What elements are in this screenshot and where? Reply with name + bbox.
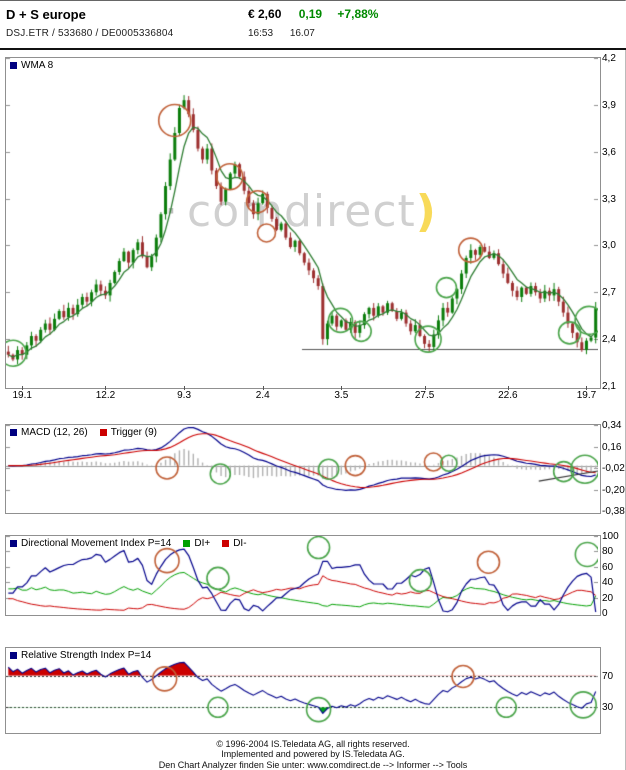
x-tick-label: 9.3 [177, 390, 192, 401]
legend-di-minus-label: DI- [233, 538, 247, 549]
x-tick-label: 19.1 [12, 390, 32, 401]
macd-swatch-icon [10, 429, 17, 436]
price-x-axis: 19.1 12.2 9.3 2.4 3.5 27.5 22.6 19.7 [6, 386, 598, 402]
x-tick-mark [22, 386, 24, 390]
x-tick-mark [341, 386, 343, 390]
chart-footer: © 1996-2004 IS.Teledata AG, all rights r… [0, 739, 626, 770]
y-tick-label: 3,3 [602, 193, 616, 205]
analyzer-hint-line: Den Chart Analyzer finden Sie unter: www… [158, 759, 468, 770]
legend-macd-label: MACD (12, 26) [21, 427, 88, 438]
dmi-y-axis: 100 80 60 40 20 0 [602, 531, 626, 619]
legend-di-minus: DI- [222, 538, 247, 549]
dmi-panel: Directional Movement Index P=14 DI+ DI- [5, 535, 601, 616]
wma8-swatch-icon [10, 62, 17, 69]
quote-time-row: 16:53 16.07 [248, 28, 315, 39]
y-tick-label: 2,1 [602, 381, 616, 392]
x-tick-label: 27.5 [414, 390, 435, 401]
price-chart-canvas [6, 58, 598, 386]
price-chart-panel: ·comdirect) WMA 8 [5, 57, 601, 389]
legend-wma8: WMA 8 [10, 60, 53, 71]
legend-trigger: Trigger (9) [99, 427, 157, 438]
powered-by-line: Implemented and powered by IS.Teledata A… [221, 749, 405, 760]
legend-dmi-label: Directional Movement Index P=14 [21, 538, 172, 549]
rsi-legend: Relative Strength Index P=14 [10, 650, 163, 661]
change-absolute: 0,19 [298, 7, 323, 21]
y-tick-label: 0 [602, 608, 608, 619]
y-tick-label: 0,16 [602, 441, 622, 453]
y-tick-label: -0,20 [602, 484, 625, 496]
y-tick-label: 70 [602, 670, 614, 682]
legend-rsi-label: Relative Strength Index P=14 [21, 650, 152, 661]
trigger-swatch-icon [99, 429, 107, 436]
di-plus-swatch-icon [183, 540, 191, 547]
y-tick-label: 30 [602, 702, 614, 714]
y-tick-label: 0,34 [602, 420, 622, 431]
y-tick-label: 2,7 [602, 287, 616, 299]
instrument-identifiers: DSJ.ETR / 533680 / DE0005336804 [6, 28, 174, 39]
price-row: € 2,60 0,19 +7,88% [248, 7, 378, 21]
legend-macd: MACD (12, 26) [10, 427, 88, 438]
instrument-name: D + S europe [6, 7, 86, 22]
rsi-y-axis: 70 30 [602, 648, 626, 731]
quote-header: D + S europe DSJ.ETR / 533680 / DE000533… [0, 1, 626, 50]
y-tick-label: 80 [602, 546, 614, 558]
x-tick-mark [424, 386, 426, 390]
y-tick-label: 3,9 [602, 99, 616, 111]
dmi-swatch-icon [10, 540, 17, 547]
x-tick-mark [184, 386, 186, 390]
x-tick-mark [105, 386, 107, 390]
legend-di-plus-label: DI+ [194, 538, 211, 549]
y-tick-label: -0,38 [602, 506, 625, 517]
x-tick-mark [262, 386, 264, 390]
x-tick-mark [586, 386, 588, 390]
y-tick-label: 3,6 [602, 146, 616, 158]
macd-y-axis: 0,34 0,16 -0,02 -0,20 -0,38 [602, 420, 626, 517]
quote-date: 16.07 [289, 28, 315, 39]
macd-canvas [6, 425, 598, 511]
x-tick-label: 3.5 [334, 390, 349, 401]
macd-legend: MACD (12, 26) Trigger (9) [10, 427, 169, 438]
copyright-line: © 1996-2004 IS.Teledata AG, all rights r… [216, 739, 410, 749]
x-tick-label: 22.6 [498, 390, 518, 401]
change-percent: +7,88% [337, 7, 379, 21]
last-price: € 2,60 [248, 7, 282, 21]
y-tick-label: 2,4 [602, 334, 616, 346]
y-tick-label: 20 [602, 592, 614, 604]
legend-trigger-label: Trigger (9) [110, 427, 157, 438]
x-tick-label: 19.7 [576, 390, 597, 401]
legend-di-plus: DI+ [183, 538, 210, 549]
dmi-legend: Directional Movement Index P=14 DI+ DI- [10, 538, 259, 549]
legend-dmi: Directional Movement Index P=14 [10, 538, 171, 549]
y-tick-label: 4,2 [602, 53, 616, 64]
y-tick-label: 60 [602, 561, 614, 573]
y-tick-label: 3,0 [602, 240, 616, 252]
legend-rsi: Relative Strength Index P=14 [10, 650, 151, 661]
y-tick-label: 100 [602, 531, 619, 542]
legend-wma8-label: WMA 8 [21, 60, 54, 71]
di-minus-swatch-icon [222, 540, 230, 547]
price-legend: WMA 8 [10, 60, 65, 71]
rsi-canvas [6, 648, 598, 731]
y-tick-label: 40 [602, 577, 614, 589]
price-y-axis: 4,2 3,9 3,6 3,3 3,0 2,7 2,4 2,1 [602, 53, 626, 392]
y-tick-label: -0,02 [602, 463, 625, 474]
macd-panel: MACD (12, 26) Trigger (9) [5, 424, 601, 514]
dmi-canvas [6, 536, 598, 613]
x-tick-label: 12.2 [95, 390, 116, 401]
rsi-panel: Relative Strength Index P=14 [5, 647, 601, 734]
x-tick-mark [507, 386, 509, 390]
quote-time: 16:53 [248, 28, 274, 39]
rsi-swatch-icon [10, 652, 17, 659]
x-tick-label: 2.4 [255, 390, 270, 401]
